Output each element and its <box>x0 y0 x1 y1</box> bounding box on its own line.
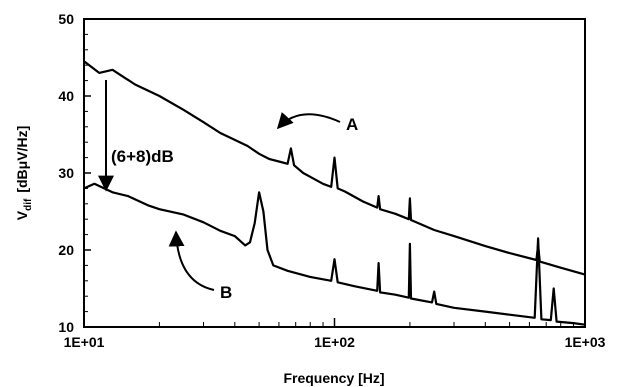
x-tick-label: 1E+02 <box>314 334 355 350</box>
y-tick-label: 10 <box>58 319 74 335</box>
ticks-layer: 1E+01 1E+02 1E+03 10 20 30 40 50 <box>58 11 605 350</box>
series-line-b <box>83 182 586 326</box>
series-line-a <box>83 60 586 276</box>
series-b-label: B <box>220 283 232 302</box>
y-tick-label: 30 <box>58 165 74 181</box>
x-tick-label: 1E+01 <box>64 334 105 350</box>
y-axis-label: Vdif [dBμV/Hz] <box>14 126 34 220</box>
y-axis-label-sub: dif <box>23 198 34 211</box>
y-tick-label: 20 <box>58 242 74 258</box>
series-a-pointer <box>276 111 341 130</box>
y-tick-label: 40 <box>58 88 74 104</box>
plot-frame <box>83 18 586 328</box>
x-axis-label: Frequency [Hz] <box>283 370 384 386</box>
series-b-pointer <box>168 230 215 291</box>
series-a-label: A <box>346 115 358 134</box>
y-axis-label-unit: [dBμV/Hz] <box>14 126 30 193</box>
difference-label: (6+8)dB <box>111 147 174 166</box>
y-tick-label: 50 <box>58 11 74 27</box>
y-axis-label-main: V <box>14 210 30 220</box>
x-tick-label: 1E+03 <box>565 334 606 350</box>
series-layer <box>83 60 586 326</box>
